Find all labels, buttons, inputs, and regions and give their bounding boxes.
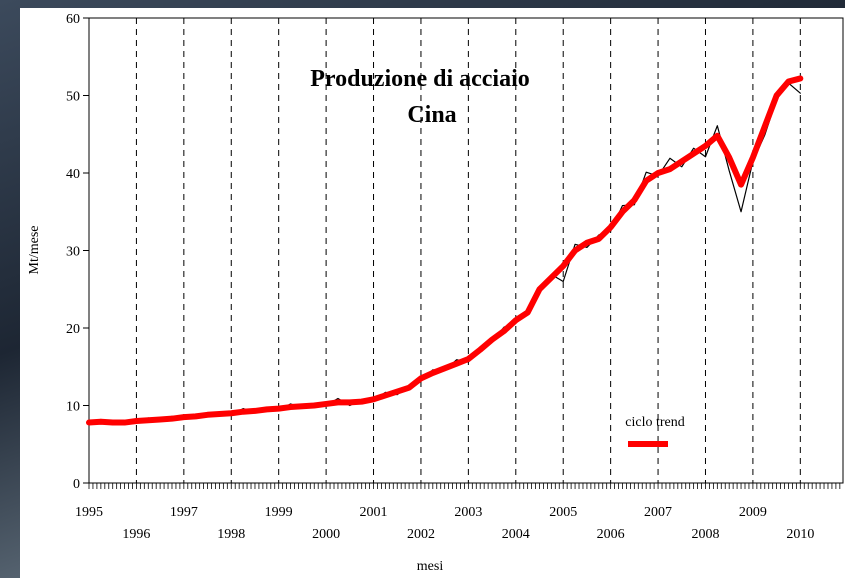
x-tick-label: 2006 <box>597 527 625 542</box>
x-tick-label: 2010 <box>786 527 814 542</box>
x-tick-label: 1997 <box>170 505 198 520</box>
chart-title: Cina <box>407 102 456 128</box>
x-tick-label: 2003 <box>454 505 482 520</box>
x-tick-label: 2007 <box>644 505 672 520</box>
x-tick-label: 2008 <box>691 527 719 542</box>
x-tick-label: 2002 <box>407 527 435 542</box>
x-tick-label: 2005 <box>549 505 577 520</box>
y-tick-label: 30 <box>66 245 80 260</box>
legend-label: ciclo trend <box>625 415 684 430</box>
x-tick-label: 2001 <box>360 505 388 520</box>
x-tick-label: 2004 <box>502 527 530 542</box>
x-tick-label: 2009 <box>739 505 767 520</box>
x-tick-label: 1999 <box>265 505 293 520</box>
x-tick-label: 1996 <box>122 527 150 542</box>
y-axis-label: Mt/mese <box>27 226 42 275</box>
y-tick-label: 50 <box>66 90 80 105</box>
y-tick-label: 0 <box>73 477 80 492</box>
x-tick-label: 2000 <box>312 527 340 542</box>
line-series <box>86 75 804 426</box>
x-axis-label: mesi <box>417 559 444 574</box>
y-tick-label: 20 <box>66 322 80 337</box>
y-tick-label: 10 <box>66 400 80 415</box>
plot-area <box>88 17 844 484</box>
x-tick-label: 1998 <box>217 527 245 542</box>
y-tick-label: 60 <box>66 12 80 27</box>
y-tick-label: 40 <box>66 167 80 182</box>
x-tick-label: 1995 <box>75 505 103 520</box>
chart-title: Produzione di acciaio <box>310 66 530 92</box>
